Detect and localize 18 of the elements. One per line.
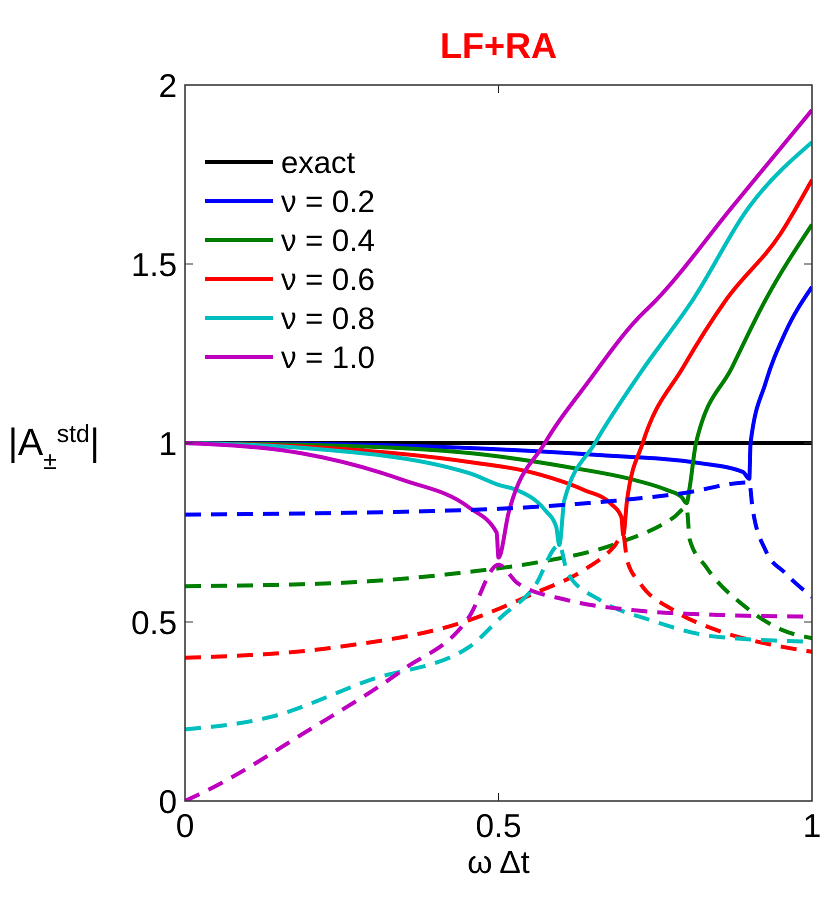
y-tick-label: 2 bbox=[158, 67, 177, 104]
legend-label: ν = 0.8 bbox=[281, 301, 375, 336]
y-tick-label: 1.5 bbox=[131, 246, 177, 283]
y-axis-title: |A$_{±}$$^{std}$| bbox=[8, 420, 100, 474]
legend-label: ν = 0.4 bbox=[281, 223, 375, 258]
legend-label: exact bbox=[281, 145, 356, 180]
chart-title: LF+RA bbox=[440, 25, 557, 66]
legend-label: ν = 0.6 bbox=[281, 262, 375, 297]
line-series bbox=[185, 505, 812, 640]
x-tick-label: 0.5 bbox=[476, 807, 522, 844]
x-axis-title: ω Δt bbox=[467, 844, 530, 880]
legend-label: ν = 1.0 bbox=[281, 340, 375, 375]
line-series bbox=[185, 480, 812, 599]
y-tick-label: 1 bbox=[158, 425, 177, 462]
x-tick-label: 1 bbox=[802, 807, 822, 844]
y-tick-label: 0.5 bbox=[131, 604, 177, 641]
y-tick-label: 0 bbox=[158, 783, 177, 820]
legend-label: ν = 0.2 bbox=[281, 184, 375, 219]
